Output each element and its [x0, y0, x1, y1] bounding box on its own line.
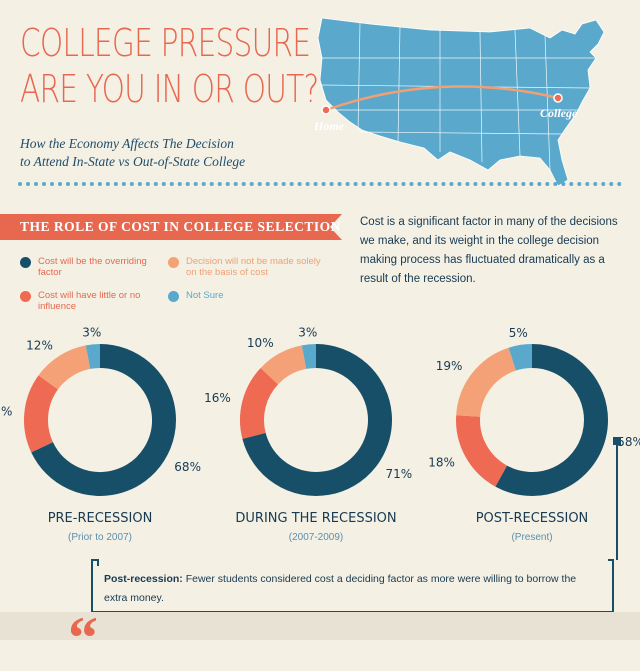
- legend-label-little: Cost will have little or no influence: [38, 290, 141, 312]
- donut-label-2-1: 18%: [428, 455, 455, 469]
- legend-label-overriding: Cost will be the overriding factor: [38, 256, 147, 278]
- donut-label-1-0: 71%: [386, 467, 413, 481]
- donut-slice-0-2: [38, 345, 91, 390]
- donut-label-1-2: 10%: [247, 336, 274, 350]
- chart-subtitle-post: (Present): [511, 532, 553, 543]
- post-recession-note: Post-recession: Fewer students considere…: [104, 570, 594, 608]
- donut-label-1-3: 3%: [298, 325, 317, 339]
- us-map-illustration: Home College: [313, 17, 605, 187]
- donut-pre-recession: 68% 17% 12% 3%: [0, 325, 201, 496]
- subtitle-line-2: to Attend In-State vs Out-of-State Colle…: [20, 154, 246, 169]
- section-heading: THE ROLE OF COST IN COLLEGE SELECTION: [20, 219, 341, 234]
- donut-slice-1-2: [260, 345, 307, 385]
- donut-during-recession: 71% 16% 10% 3%: [204, 325, 413, 496]
- legend-swatch-not-sure: [168, 291, 179, 302]
- home-label: Home: [313, 119, 345, 133]
- legend-item-little: Cost will have little or no influence: [20, 290, 170, 312]
- chart-title-post: POST-RECESSION: [475, 511, 589, 526]
- donut-slice-0-0: [31, 344, 176, 496]
- legend-item-overriding: Cost will be the overriding factor: [20, 256, 170, 278]
- chart-subtitle-during: (2007-2009): [288, 532, 344, 543]
- donut-label-2-2: 19%: [436, 359, 463, 373]
- donut-slice-0-3: [85, 344, 101, 369]
- donut-slice-2-1: [456, 415, 508, 487]
- us-map-shape: [317, 17, 605, 187]
- donut-label-1-1: 16%: [204, 391, 231, 405]
- chart-subtitle-pre: (Prior to 2007): [68, 532, 132, 543]
- legend-label-not-solely: Decision will not be made solely on the …: [186, 256, 321, 278]
- legend-label-not-sure: Not Sure: [186, 290, 224, 301]
- donut-slice-2-2: [456, 347, 517, 418]
- section-banner: [0, 214, 342, 240]
- donut-label-0-1: 17%: [0, 405, 12, 419]
- donut-label-2-3: 5%: [509, 326, 528, 340]
- home-marker: [321, 105, 331, 115]
- note-body: Fewer students considered cost a decidin…: [104, 573, 577, 604]
- quote-mark: “: [68, 605, 98, 671]
- title-line-1: COLLEGE PRESSURE: [20, 21, 311, 65]
- donut-slice-1-3: [301, 344, 317, 369]
- chart-title-pre: PRE-RECESSION: [47, 511, 153, 526]
- state-lines: [319, 21, 596, 171]
- donut-label-2-0: 58%: [617, 435, 640, 449]
- section-intro: Cost is a significant factor in many of …: [360, 216, 618, 285]
- donut-label-0-0: 68%: [174, 460, 201, 474]
- college-marker: [553, 93, 563, 103]
- donut-charts: 68% 17% 12% 3% 71% 16% 10% 3% 58% 18% 19% 5%: [0, 325, 640, 560]
- legend-swatch-not-solely: [168, 257, 179, 268]
- legend-item-not-sure: Not Sure: [168, 290, 318, 302]
- subtitle-line-1: How the Economy Affects The Decision: [20, 136, 234, 151]
- home-to-college-arc: [325, 85, 559, 112]
- page-title: COLLEGE PRESSURE ARE YOU IN OR OUT?: [20, 20, 319, 112]
- dotted-divider: [18, 182, 622, 186]
- note-label: Post-recession:: [104, 573, 183, 585]
- legend-swatch-overriding: [20, 257, 31, 268]
- donut-label-0-3: 3%: [82, 325, 101, 339]
- donut-slice-0-1: [24, 375, 59, 453]
- bottom-panel: [0, 612, 640, 640]
- donut-label-0-2: 12%: [26, 339, 53, 353]
- legend-item-not-solely: Decision will not be made solely on the …: [168, 256, 328, 278]
- donut-post-recession: 58% 18% 19% 5%: [428, 326, 640, 496]
- donut-slice-1-1: [240, 367, 279, 439]
- callout-connector: [613, 437, 621, 560]
- legend-swatch-little: [20, 291, 31, 302]
- college-label: College: [540, 106, 578, 120]
- page-subtitle: How the Economy Affects The Decision to …: [20, 135, 245, 171]
- donut-slice-1-0: [242, 344, 392, 496]
- donut-slice-2-0: [495, 344, 608, 496]
- title-line-2: ARE YOU IN OR OUT?: [20, 67, 319, 111]
- donut-slice-2-3: [508, 344, 533, 371]
- chart-title-during: DURING THE RECESSION: [235, 511, 397, 526]
